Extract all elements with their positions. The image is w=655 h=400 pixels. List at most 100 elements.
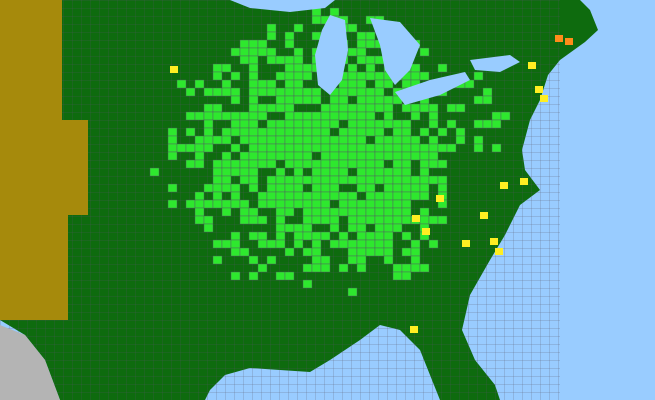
county (284, 71, 295, 81)
county (365, 87, 376, 97)
county (338, 87, 349, 97)
county (419, 183, 430, 193)
county (356, 143, 367, 153)
county (338, 127, 349, 137)
county (275, 183, 286, 193)
county (320, 231, 331, 241)
county (311, 135, 322, 145)
county (374, 103, 385, 113)
county (392, 143, 403, 153)
county (248, 207, 259, 217)
county (239, 247, 250, 257)
county (356, 223, 367, 233)
county (185, 143, 196, 153)
county (275, 199, 286, 209)
county (347, 199, 358, 209)
county (293, 87, 304, 97)
county (383, 143, 394, 153)
county (275, 167, 286, 177)
county (212, 255, 223, 265)
county (221, 151, 232, 161)
county (428, 143, 439, 153)
county (356, 231, 367, 241)
county (410, 63, 421, 73)
county (383, 151, 394, 161)
county (230, 239, 241, 249)
county (239, 127, 250, 137)
county (266, 255, 277, 265)
county (302, 223, 313, 233)
county (329, 207, 340, 217)
county (455, 135, 466, 145)
county (401, 207, 412, 217)
county (248, 159, 259, 169)
county (347, 175, 358, 185)
county (311, 263, 322, 273)
county (221, 199, 232, 209)
county (230, 111, 241, 121)
county (428, 111, 439, 121)
county (248, 151, 259, 161)
county (320, 175, 331, 185)
county (374, 135, 385, 145)
county (365, 231, 376, 241)
county (428, 215, 439, 225)
county (329, 159, 340, 169)
county (275, 87, 286, 97)
county (338, 103, 349, 113)
county (284, 223, 295, 233)
county (401, 159, 412, 169)
county (311, 231, 322, 241)
county (410, 151, 421, 161)
county (194, 199, 205, 209)
county (248, 119, 259, 129)
county (356, 31, 367, 41)
county (230, 199, 241, 209)
county (311, 111, 322, 121)
county (311, 127, 322, 137)
county (185, 87, 196, 97)
county (311, 183, 322, 193)
county (266, 175, 277, 185)
county (338, 135, 349, 145)
county (212, 87, 223, 97)
county (338, 263, 349, 273)
county (266, 183, 277, 193)
highlighted-county (436, 195, 444, 202)
county (275, 231, 286, 241)
county (338, 95, 349, 105)
county (230, 143, 241, 153)
county (239, 167, 250, 177)
county (437, 215, 448, 225)
county (392, 135, 403, 145)
county (338, 239, 349, 249)
county (293, 175, 304, 185)
county (203, 127, 214, 137)
county (311, 175, 322, 185)
county (311, 87, 322, 97)
mexico (0, 325, 60, 400)
county (266, 199, 277, 209)
county (383, 175, 394, 185)
county (419, 71, 430, 81)
county (266, 103, 277, 113)
county (284, 87, 295, 97)
county (275, 55, 286, 65)
county (374, 127, 385, 137)
county (167, 143, 178, 153)
county (329, 151, 340, 161)
county (329, 215, 340, 225)
county (239, 215, 250, 225)
county (410, 71, 421, 81)
county (275, 71, 286, 81)
county (221, 127, 232, 137)
county (392, 215, 403, 225)
county (302, 71, 313, 81)
county (212, 239, 223, 249)
county (329, 223, 340, 233)
county (212, 159, 223, 169)
county (248, 47, 259, 57)
county (230, 247, 241, 257)
county (293, 47, 304, 57)
county (293, 199, 304, 209)
